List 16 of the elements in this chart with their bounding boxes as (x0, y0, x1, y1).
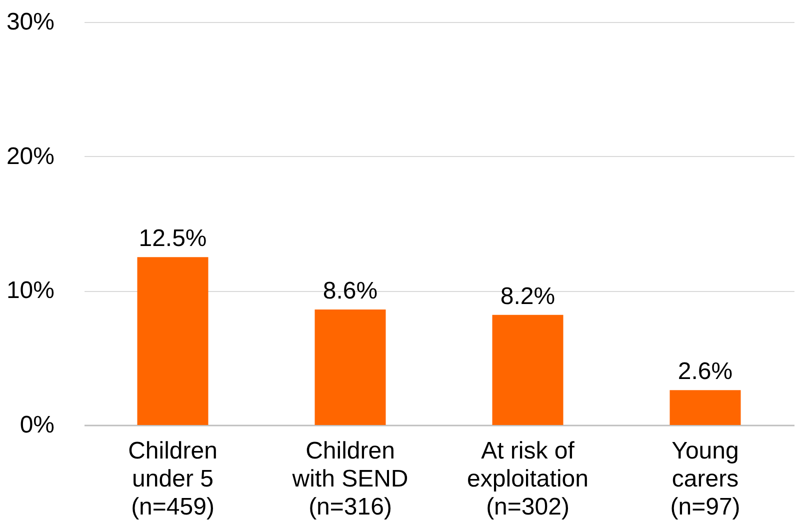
y-tick-label: 10% (6, 277, 54, 304)
y-tick-label: 20% (6, 142, 54, 170)
bar (670, 390, 741, 425)
x-tick-label: Children under 5 (n=459) (128, 438, 218, 520)
data-label: 12.5% (138, 225, 207, 252)
data-label: 2.6% (678, 358, 733, 386)
data-label: 8.6% (322, 277, 378, 304)
bar (314, 309, 386, 425)
x-tick-label: At risk of exploitation (n=302) (467, 438, 588, 520)
bar (492, 314, 564, 425)
data-label: 8.2% (500, 282, 556, 310)
y-tick-label: 30% (6, 8, 54, 36)
x-tick-label: Children with SEND (n=316) (291, 438, 408, 520)
y-tick-label: 0% (20, 412, 54, 438)
bar (137, 257, 208, 425)
x-tick-label: Young carers (n=97) (670, 438, 740, 520)
